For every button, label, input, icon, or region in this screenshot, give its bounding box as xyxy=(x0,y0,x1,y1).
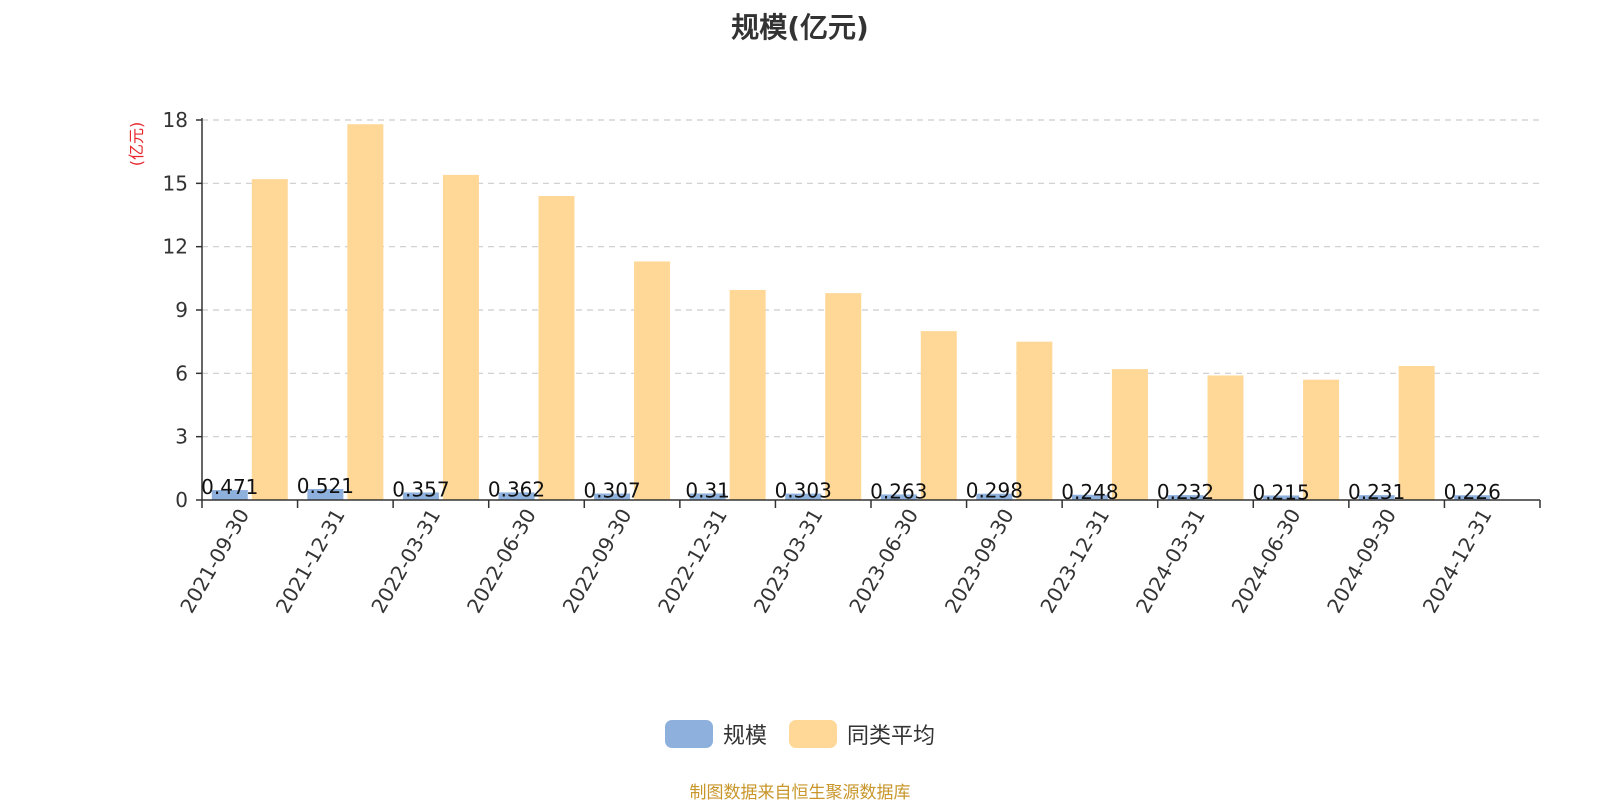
bar-scale xyxy=(211,490,248,500)
bar-peer-average xyxy=(347,124,384,500)
x-tick-label: 2021-12-31 xyxy=(271,505,350,618)
data-source-note: 制图数据来自恒生聚源数据库 xyxy=(689,783,911,803)
bar-scale xyxy=(976,493,1013,500)
bar-scale xyxy=(1454,495,1491,500)
x-tick-label: 2024-06-30 xyxy=(1226,505,1305,618)
y-axis-unit-label: (亿元) xyxy=(127,122,146,167)
data-label-scale: 0.471 xyxy=(201,475,258,499)
legend-item-scale[interactable]: 规模 xyxy=(664,718,767,750)
data-label-scale: 0.231 xyxy=(1348,480,1405,504)
bar-scale xyxy=(307,489,344,500)
x-tick-label: 2022-03-31 xyxy=(366,505,445,618)
x-tick-label: 2022-06-30 xyxy=(462,505,541,618)
y-tick-label: 0 xyxy=(175,488,188,512)
bar-peer-average xyxy=(729,289,766,500)
y-tick-label: 3 xyxy=(175,425,188,449)
bar-scale xyxy=(1071,494,1108,500)
legend-label-scale: 规模 xyxy=(722,724,767,749)
y-tick-label: 12 xyxy=(163,235,188,259)
bar-scale xyxy=(1358,495,1395,500)
bar-scale xyxy=(498,492,535,500)
bar-peer-average xyxy=(251,179,288,500)
y-tick-label: 9 xyxy=(175,298,188,322)
bar-peer-average xyxy=(920,331,957,500)
data-label-scale: 0.232 xyxy=(1157,480,1214,504)
data-label-scale: 0.215 xyxy=(1252,480,1309,504)
grid-lines xyxy=(202,119,1540,438)
bar-scale xyxy=(1263,495,1300,500)
y-tick-label: 15 xyxy=(163,171,188,195)
bar-peer-average xyxy=(1398,365,1435,500)
data-label-scale: 0.357 xyxy=(392,477,449,501)
bar-scale xyxy=(402,492,439,500)
bar-peer-average xyxy=(1016,341,1053,500)
legend-swatch-scale xyxy=(664,720,713,748)
data-label-scale: 0.521 xyxy=(297,474,354,498)
data-label-scale: 0.307 xyxy=(583,479,640,503)
legend: 规模 同类平均 xyxy=(0,718,1600,750)
bar-peer-average xyxy=(442,174,479,500)
x-tick-label: 2023-12-31 xyxy=(1035,505,1114,618)
data-label-scale: 0.298 xyxy=(966,479,1023,503)
bar-peer-average xyxy=(825,293,862,500)
bar-peer-average xyxy=(1111,369,1148,500)
data-label-scale: 0.248 xyxy=(1061,480,1118,504)
bar-scale xyxy=(1167,495,1204,500)
x-tick-label: 2021-09-30 xyxy=(175,505,254,618)
legend-swatch-peer-average xyxy=(789,720,837,748)
legend-item-peer-average[interactable]: 同类平均 xyxy=(789,718,935,750)
x-tick-label: 2023-09-30 xyxy=(940,505,1019,618)
x-tick-label: 2024-12-31 xyxy=(1418,505,1497,618)
x-tick-label: 2024-03-31 xyxy=(1131,505,1210,618)
bar-peer-average xyxy=(538,196,575,500)
data-label-scale: 0.303 xyxy=(775,479,832,503)
bar-scale xyxy=(785,493,822,500)
y-tick-label: 6 xyxy=(175,361,188,385)
data-label-scale: 0.362 xyxy=(488,477,545,501)
data-labels: 0.471 0.521 0.357 0.362 0.307 0.31 0.303 0.263 0… xyxy=(201,474,1501,504)
x-tick-label: 2024-09-30 xyxy=(1322,505,1401,618)
data-label-scale: 0.263 xyxy=(870,479,927,503)
bar-scale xyxy=(880,494,917,500)
bar-peer-average xyxy=(1207,375,1244,500)
bars xyxy=(211,124,1491,500)
data-label-scale: 0.31 xyxy=(685,478,730,502)
bar-peer-average xyxy=(634,261,671,500)
x-tick-label: 2022-09-30 xyxy=(557,505,636,618)
chart-title: 规模(亿元) xyxy=(731,11,869,44)
bar-peer-average xyxy=(1303,379,1340,500)
x-tick-label: 2022-12-31 xyxy=(653,505,732,618)
x-tick-label: 2023-03-31 xyxy=(749,505,828,618)
x-tick-label: 2023-06-30 xyxy=(844,504,923,617)
data-label-scale: 0.226 xyxy=(1444,480,1501,504)
y-tick-label: 18 xyxy=(163,108,188,132)
legend-label-peer-average: 同类平均 xyxy=(847,724,936,749)
bar-scale xyxy=(689,493,726,500)
bar-scale xyxy=(594,493,631,500)
